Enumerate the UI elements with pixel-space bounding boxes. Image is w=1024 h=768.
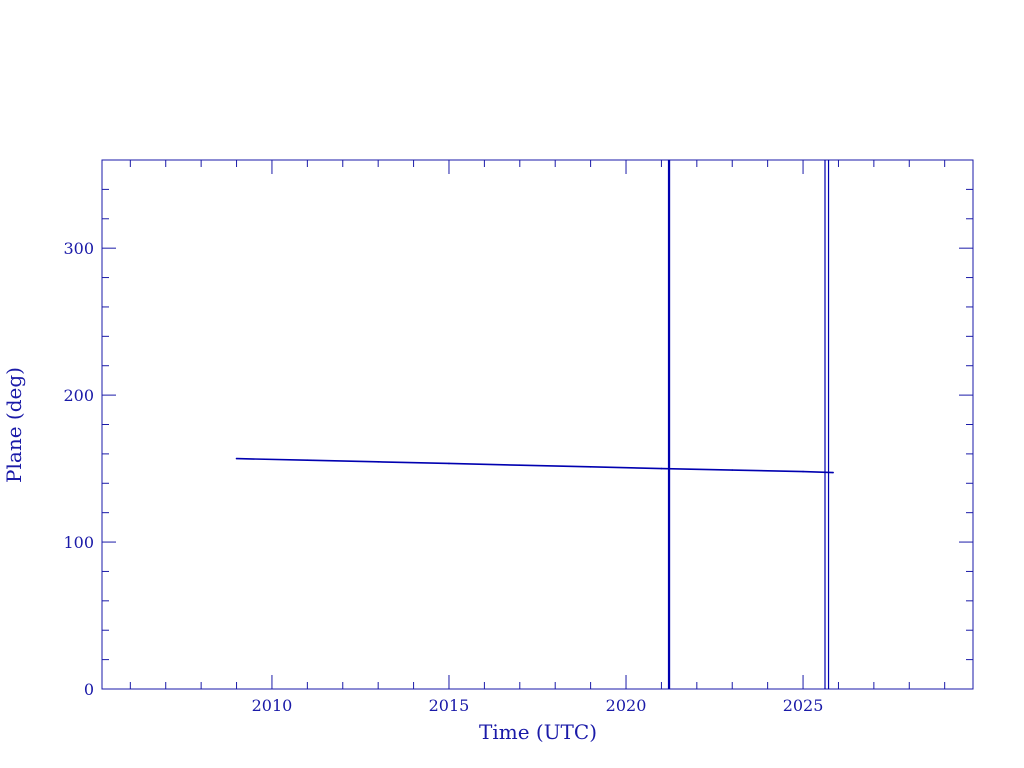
data-point: [448, 462, 450, 465]
series-line: [236, 457, 834, 474]
x-tick-label: 2025: [783, 696, 824, 715]
y-tick-label: 100: [63, 533, 94, 552]
data-point: [660, 467, 663, 470]
data-point: [832, 471, 834, 474]
y-tick-label: 200: [63, 386, 94, 405]
x-tick-label: 2015: [429, 696, 470, 715]
data-point: [306, 459, 309, 462]
data-point: [518, 464, 521, 467]
x-tick-label: 2020: [606, 696, 647, 715]
y-tick-label: 0: [84, 680, 94, 699]
plot-frame: [101, 159, 974, 690]
data-point: [731, 469, 734, 471]
y-tick-label: 300: [63, 239, 94, 258]
x-tick-label: 2010: [252, 696, 293, 715]
data-point: [589, 466, 592, 468]
y-axis-label: Plane (deg): [2, 367, 26, 483]
data-point: [802, 470, 804, 473]
x-axis-label: Time (UTC): [479, 720, 597, 744]
data-point: [377, 461, 379, 463]
data-point: [235, 457, 238, 460]
